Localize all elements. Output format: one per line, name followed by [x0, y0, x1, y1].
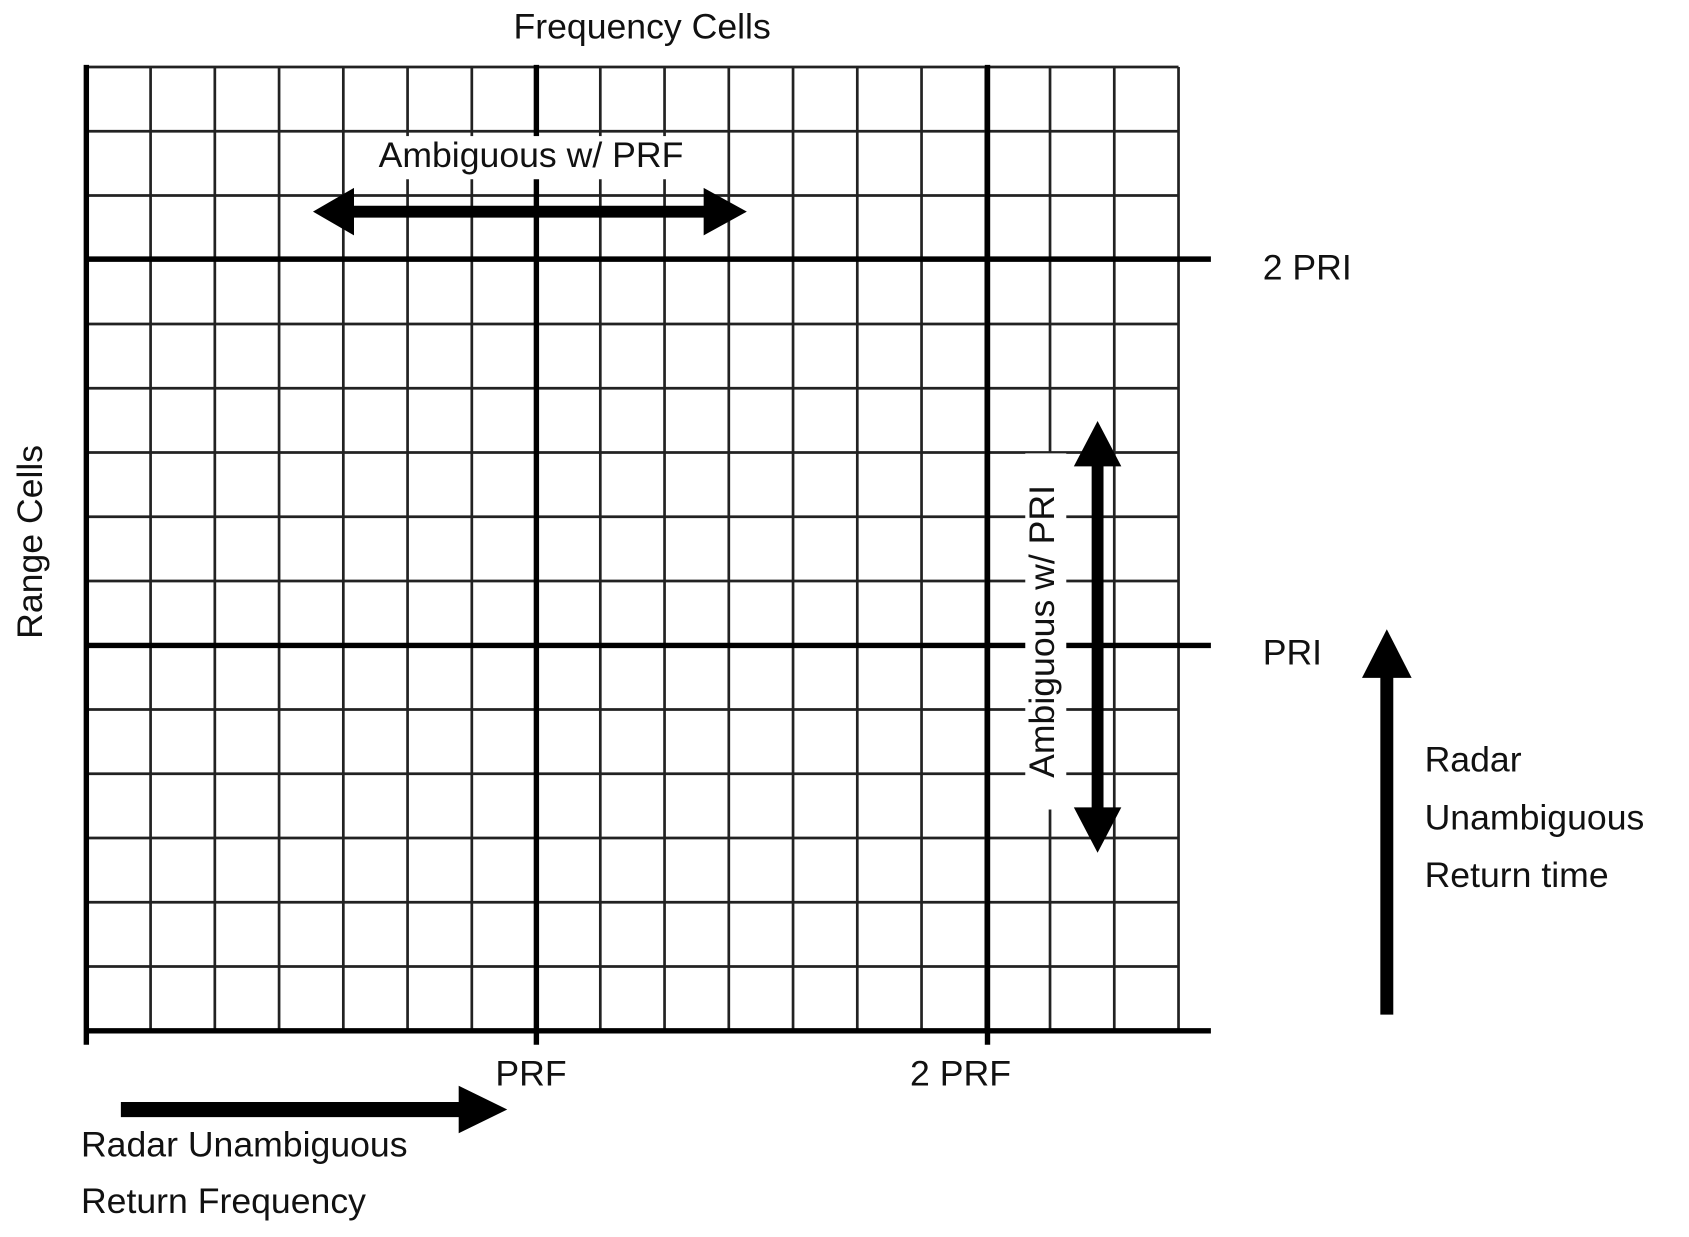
- row-marker: 2 PRI: [1263, 247, 1352, 287]
- time-label: Radar: [1425, 739, 1522, 779]
- title: Frequency Cells: [513, 7, 770, 47]
- time-label: Return time: [1425, 855, 1609, 895]
- time-arrow-head: [1361, 629, 1412, 678]
- column-marker: PRF: [495, 1054, 566, 1094]
- time-label: Unambiguous: [1425, 798, 1645, 838]
- pri-arrow-head-down: [1073, 807, 1122, 853]
- frequency-label: Return Frequency: [81, 1181, 366, 1221]
- row-marker: PRI: [1263, 633, 1322, 673]
- freq-arrow-head: [458, 1085, 508, 1134]
- label-bg: [1025, 453, 1067, 810]
- arrows: [120, 187, 1412, 1134]
- thick-lines: [83, 64, 1211, 1045]
- y-axis-label: Range Cells: [10, 445, 50, 639]
- grid: [84, 65, 1180, 1033]
- annotation: Ambiguous w/ PRF: [379, 135, 684, 175]
- frequency-label: Radar Unambiguous: [81, 1125, 408, 1165]
- annotation: Ambiguous w/ PRI: [1022, 485, 1062, 778]
- prf-arrow-head-left: [312, 187, 354, 236]
- pri-arrow-head-up: [1073, 421, 1122, 467]
- column-marker: 2 PRF: [910, 1054, 1011, 1094]
- label-bg: [353, 136, 711, 180]
- prf-arrow-head-right: [703, 187, 747, 236]
